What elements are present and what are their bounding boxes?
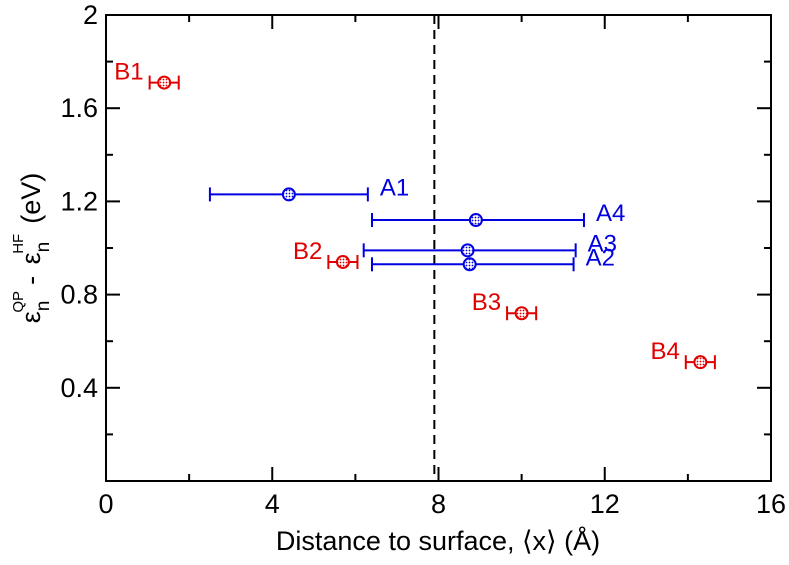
x-axis-label: Distance to surface, ⟨x⟩ (Å) (276, 525, 600, 556)
y-tick-label: 0.4 (60, 373, 98, 403)
point-label-a1: A1 (380, 174, 409, 201)
y-label-epsilon-hf: ε (16, 252, 46, 264)
data-point-a1 (281, 187, 296, 202)
y-tick-label: 0.8 (60, 280, 98, 310)
y-label-sub-n1: n (33, 301, 54, 312)
y-label-epsilon-qp: ε (16, 311, 46, 323)
y-label-minus: - (16, 276, 46, 285)
y-label-sub-n2: n (33, 242, 54, 253)
x-tick-label: 12 (590, 489, 620, 519)
point-label-b4: B4 (650, 338, 679, 365)
point-label-a2: A2 (586, 244, 615, 271)
x-tick-label: 4 (265, 489, 280, 519)
data-point-b4 (693, 355, 708, 370)
data-point-a2 (462, 257, 477, 272)
axis-tick-labels: 0 4 8 12 16 0.4 0.8 1.2 1.6 2 (60, 0, 786, 519)
y-tick-label: 1.6 (60, 93, 98, 123)
y-tick-label: 1.2 (60, 186, 98, 216)
y-label-sup-hf: HF (10, 234, 27, 254)
data-point-b2 (335, 254, 350, 269)
y-axis-label: εnQP- εnHF(eV) (10, 173, 54, 323)
data-point-a3 (460, 243, 475, 258)
x-tick-label: 8 (431, 489, 446, 519)
data-point-a4 (468, 213, 483, 228)
point-label-b3: B3 (472, 289, 501, 316)
error-bars (148, 75, 716, 370)
point-label-b2: B2 (293, 238, 322, 265)
data-point-b1 (157, 75, 172, 90)
point-label-a4: A4 (596, 200, 625, 227)
x-tick-label: 0 (98, 489, 113, 519)
x-tick-label: 16 (756, 489, 786, 519)
point-label-b1: B1 (114, 59, 143, 86)
plot-frame (105, 14, 772, 482)
point-label-a3: A3 (588, 230, 617, 257)
y-tick-label: 2 (83, 0, 98, 30)
y-label-sup-qp: QP (10, 291, 27, 313)
data-points (157, 75, 708, 370)
y-label-unit: (eV) (16, 173, 46, 224)
axis-ticks (105, 14, 772, 481)
svg-text:εnQP- εnHF(eV): εnQP- εnHF(eV) (10, 173, 54, 323)
data-point-b3 (514, 306, 529, 321)
